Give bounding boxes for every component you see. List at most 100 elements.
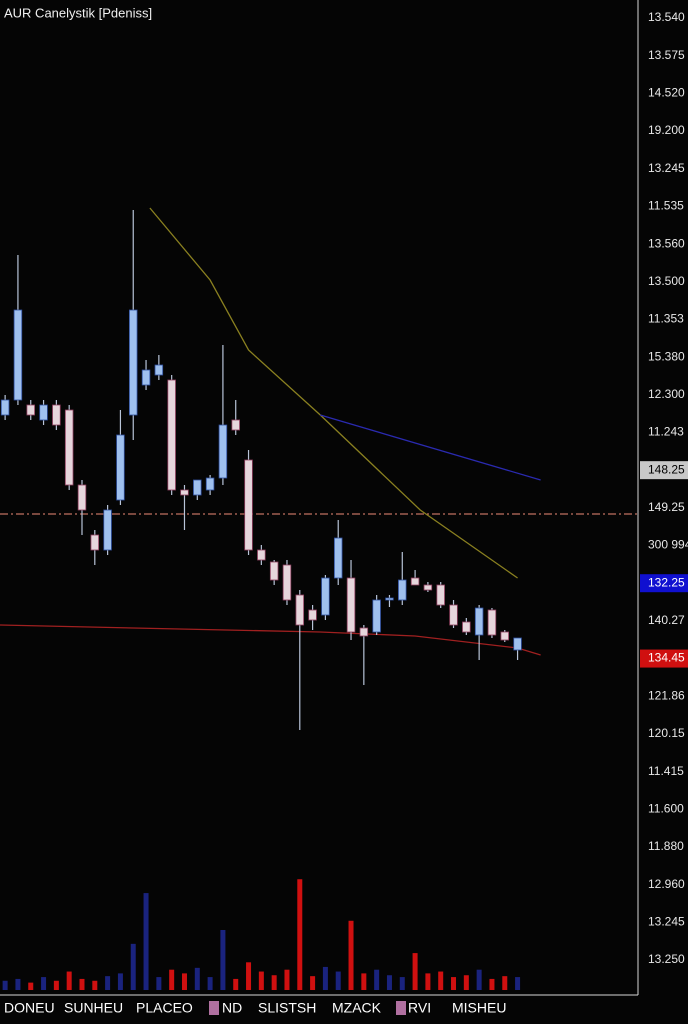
price-label: 149.25 xyxy=(648,500,685,514)
price-label: 11.353 xyxy=(648,312,684,326)
volume-bar xyxy=(438,971,444,990)
candle-body xyxy=(423,584,433,591)
volume-bar xyxy=(53,980,59,990)
tab[interactable]: SLISTSH xyxy=(258,1000,316,1016)
price-label: 13.500 xyxy=(648,274,685,288)
candle-body xyxy=(218,424,228,479)
volume-bar xyxy=(271,975,277,990)
price-label: 13.245 xyxy=(648,161,685,175)
price-label: 13.575 xyxy=(648,48,685,62)
volume-bar xyxy=(207,977,213,990)
volume-bar xyxy=(2,980,8,990)
price-label: 12.960 xyxy=(648,877,685,891)
price-label: 11.600 xyxy=(648,801,684,815)
volume-bar xyxy=(399,977,405,990)
candle-body xyxy=(128,309,138,416)
candle-body xyxy=(103,509,112,551)
price-badge xyxy=(640,574,688,593)
volume-bar xyxy=(502,976,508,990)
volume-bar xyxy=(361,973,367,990)
volume-bar xyxy=(233,978,239,990)
candle-body xyxy=(308,609,317,621)
candle-body xyxy=(52,404,61,426)
candle-body xyxy=(398,579,407,601)
candle-body xyxy=(500,631,510,641)
volume-bar xyxy=(194,967,200,990)
candle-body xyxy=(449,604,458,626)
candle-body xyxy=(436,584,445,606)
volume-bar xyxy=(476,969,482,990)
volume-bar xyxy=(220,930,226,990)
volume-bar xyxy=(463,975,469,990)
volume-bar xyxy=(386,975,392,990)
candle-body xyxy=(90,534,100,551)
candle-body xyxy=(180,489,189,496)
price-label: 13.250 xyxy=(648,952,685,966)
tab[interactable]: PLACEO xyxy=(136,1000,193,1016)
price-label: 134.45 xyxy=(648,651,685,665)
volume-bar xyxy=(130,943,136,990)
candle-body xyxy=(64,409,74,486)
tab[interactable]: DONEU xyxy=(4,1000,55,1016)
candle-body xyxy=(167,379,176,491)
volume-bar xyxy=(412,953,418,990)
candle-body xyxy=(474,607,484,636)
candle-body xyxy=(462,621,471,633)
volume-bar xyxy=(156,977,162,990)
price-label: 11.243 xyxy=(648,425,684,439)
price-label: 120.15 xyxy=(648,726,685,740)
volume-bar xyxy=(515,977,521,990)
volume-bar xyxy=(310,976,316,990)
price-badge xyxy=(640,649,688,668)
candle-body xyxy=(39,404,48,421)
tab-icon xyxy=(396,1001,406,1015)
candle-body xyxy=(26,404,35,416)
candle-body xyxy=(513,637,522,651)
volume-bar xyxy=(79,978,85,990)
candle-body xyxy=(231,419,240,431)
tab[interactable]: MISHEU xyxy=(452,1000,506,1016)
indicator-line xyxy=(320,414,541,481)
tab[interactable]: ND xyxy=(222,1000,242,1016)
tab[interactable]: SUNHEU xyxy=(64,1000,123,1016)
price-label: 132.25 xyxy=(648,575,685,589)
candle-body xyxy=(359,627,369,637)
price-label: 11.535 xyxy=(648,199,684,213)
price-label: 13.245 xyxy=(648,914,685,928)
volume-bar xyxy=(348,920,354,990)
candle-body xyxy=(77,484,87,511)
tab-icon xyxy=(209,1001,219,1015)
volume-bar xyxy=(169,969,175,990)
candle-body xyxy=(282,564,292,601)
candle-body xyxy=(269,561,279,581)
candle-body xyxy=(385,597,394,601)
price-badge xyxy=(640,461,688,480)
candle-body xyxy=(346,577,356,633)
volume-bar xyxy=(28,982,34,990)
candle-body xyxy=(205,477,215,491)
candle-body xyxy=(321,577,330,616)
candle-body xyxy=(295,594,305,626)
price-label: 121.86 xyxy=(648,688,685,702)
indicator-line xyxy=(149,207,518,579)
volume-bar xyxy=(425,973,431,990)
price-label: 11.415 xyxy=(648,764,684,778)
volume-bar xyxy=(451,977,457,990)
price-label: 140.27 xyxy=(648,613,685,627)
tab[interactable]: MZACK xyxy=(332,1000,382,1016)
volume-bar xyxy=(181,973,187,990)
candle-body xyxy=(372,599,381,633)
price-label: 13.540 xyxy=(648,10,685,24)
candle-body xyxy=(193,479,202,496)
volume-bar xyxy=(105,976,111,990)
volume-bar xyxy=(66,971,72,990)
tab[interactable]: RVI xyxy=(408,1000,431,1016)
volume-bar xyxy=(117,973,123,990)
candle-body xyxy=(141,369,151,386)
candle-body xyxy=(0,399,10,416)
candle-body xyxy=(13,309,23,401)
volume-bar xyxy=(284,969,290,990)
candle-body xyxy=(487,609,497,636)
